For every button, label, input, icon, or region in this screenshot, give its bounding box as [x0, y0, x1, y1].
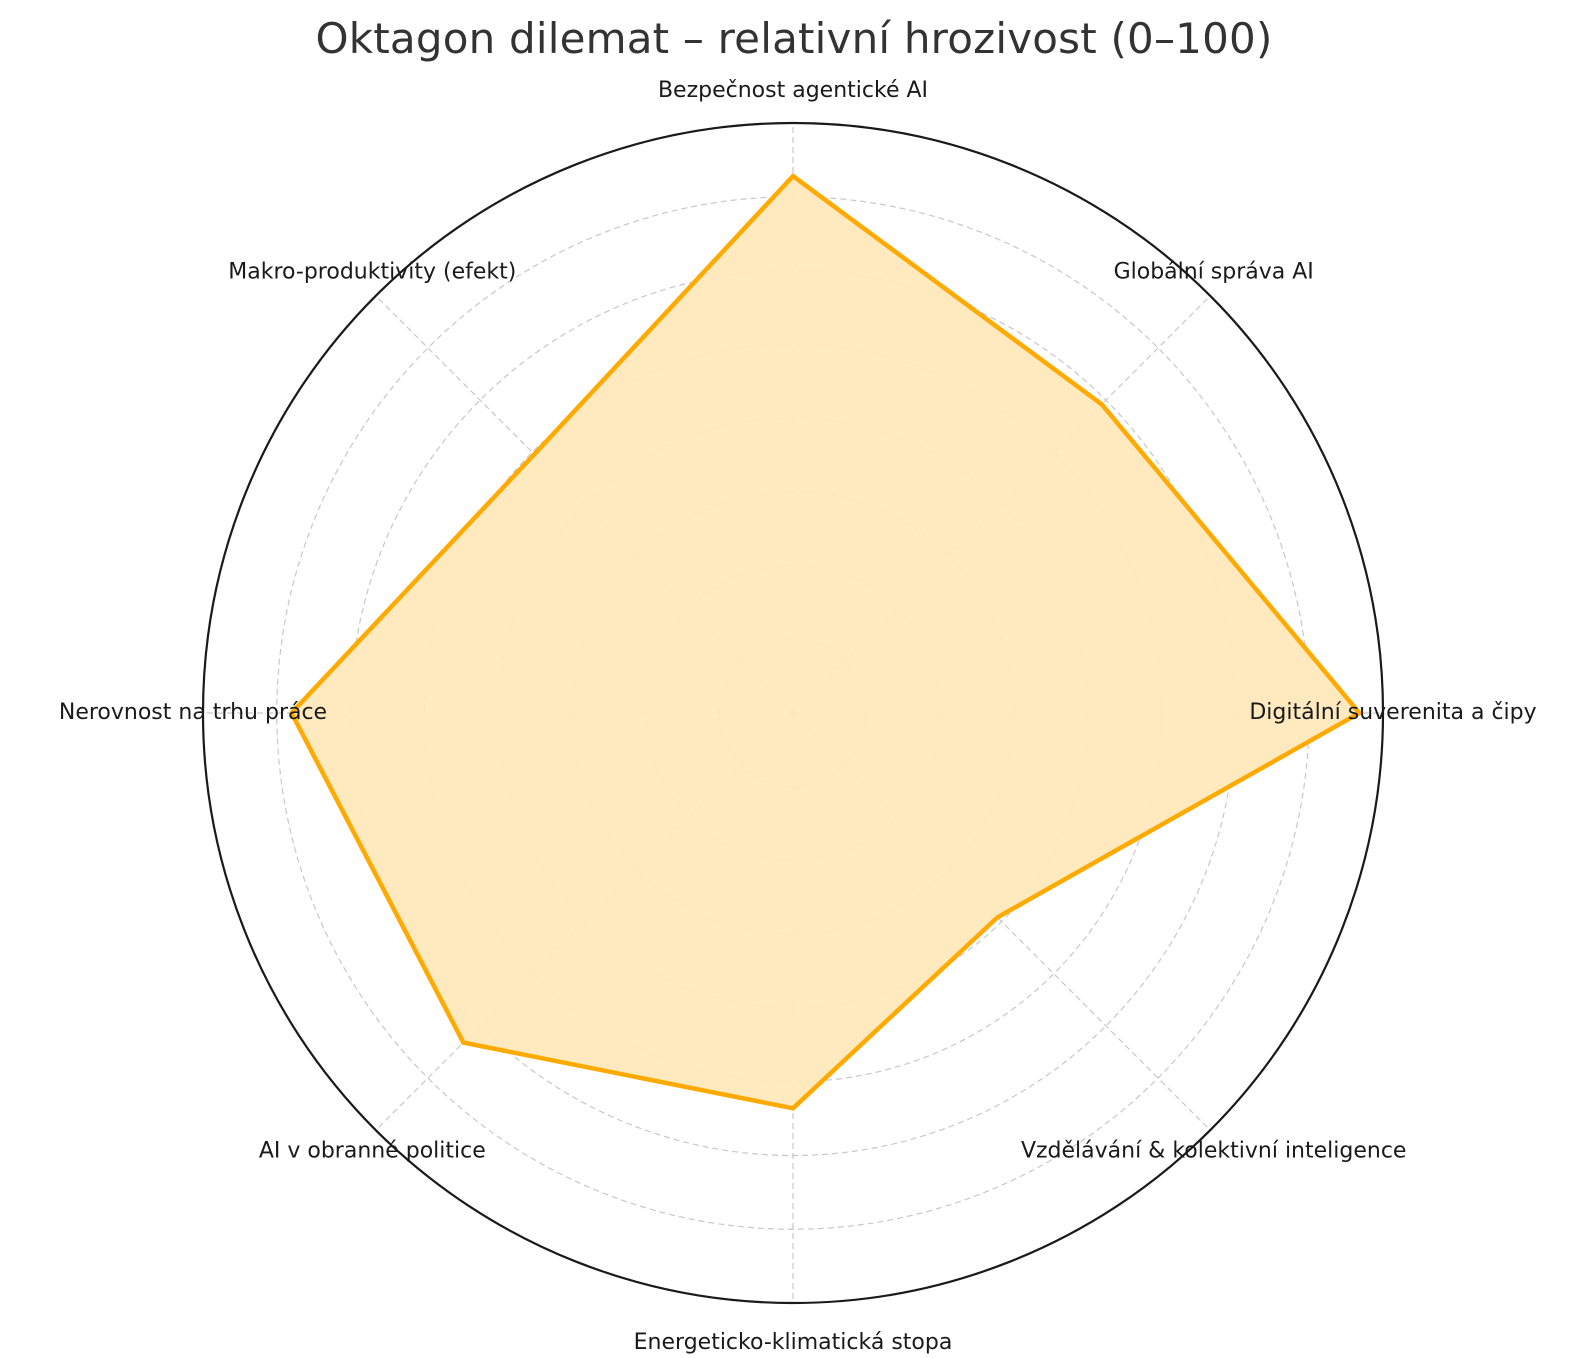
axis-label-3: Digitální suverenita a čipy [1249, 700, 1536, 725]
axis-label-1: Bezpečnost agentické AI [658, 78, 928, 103]
axis-label-2: Globální správa AI [1114, 259, 1314, 284]
grid-spoke-4 [792, 712, 1211, 1131]
chart-title: Oktagon dilemat – relativní hrozivost (0… [315, 14, 1273, 63]
axis-label-4: Vzdělávání & kolektivní inteligence [1021, 1139, 1407, 1164]
axis-label-8: Makro-produktivity (efekt) [228, 259, 516, 284]
data-point-1 [790, 173, 796, 179]
data-point-7 [289, 710, 294, 716]
axis-label-6: AI v obranné politice [259, 1139, 486, 1164]
outer-frame-circle [201, 121, 1385, 1305]
series-area [291, 176, 1360, 1109]
data-point-8 [532, 452, 537, 457]
data-point-5 [790, 1106, 796, 1111]
data-point-3 [1357, 710, 1362, 716]
data-point-6 [461, 1040, 466, 1045]
axis-label-5: Energeticko-klimatická stopa [634, 1330, 953, 1355]
axis-label-7: Nerovnost na trhu práce [59, 700, 327, 725]
data-point-4 [995, 915, 1000, 920]
axis-labels: Bezpečnost agentické AI Globální správa A… [59, 78, 1537, 1355]
radar-series [288, 173, 1363, 1111]
data-point-2 [1099, 402, 1104, 407]
